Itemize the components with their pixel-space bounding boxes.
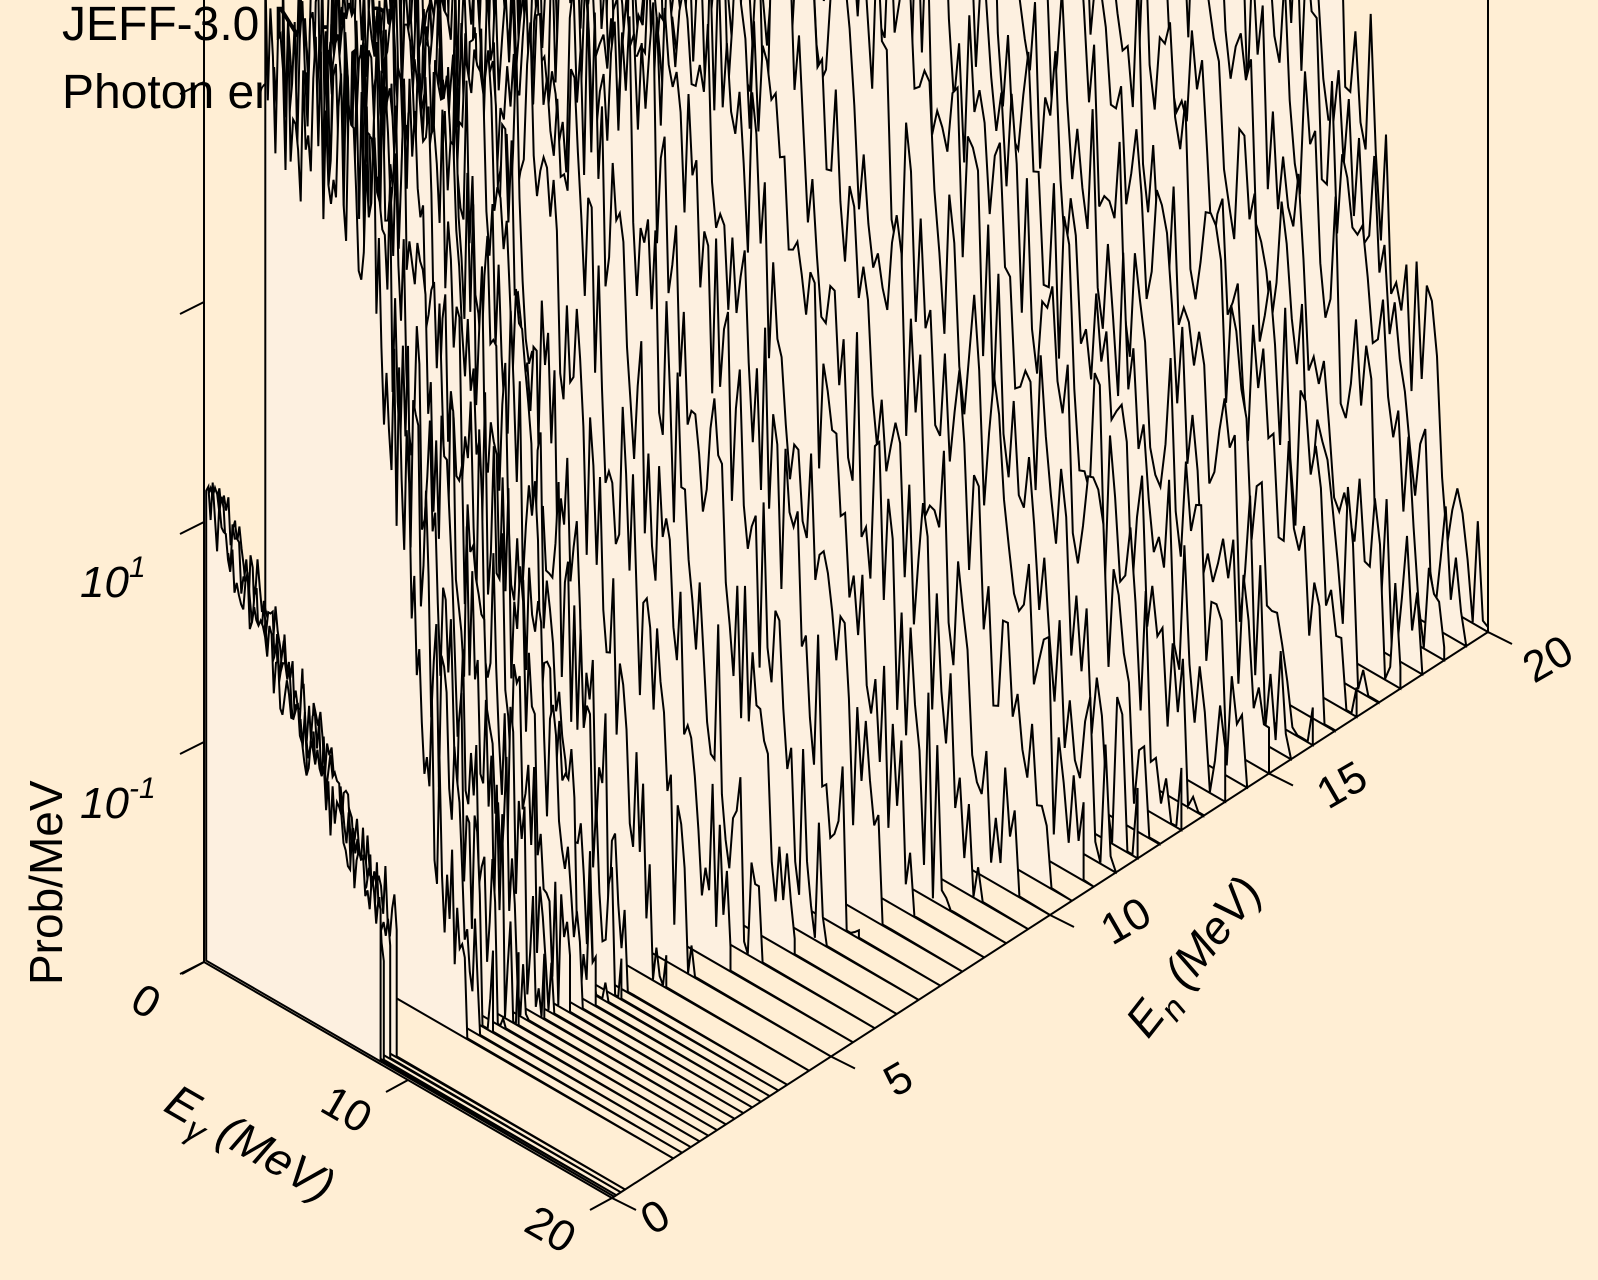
- y-tick: [1488, 632, 1512, 644]
- y-tick-label: 10: [1093, 888, 1160, 955]
- z-axis-title: Prob/MeV: [20, 780, 72, 985]
- x-tick: [386, 1080, 408, 1092]
- x-axis-title: Eγ (MeV): [152, 1074, 344, 1221]
- y-tick: [831, 1057, 855, 1069]
- z-tick: [180, 522, 204, 534]
- y-tick-label: 20: [1515, 626, 1582, 693]
- y-tick-label: 15: [1309, 752, 1376, 819]
- z-tick: [180, 302, 204, 314]
- y-tick-label: 5: [876, 1052, 922, 1107]
- spectra-curves: [206, 0, 1488, 1197]
- x-tick: [590, 1198, 612, 1210]
- x-tick: [182, 962, 204, 974]
- y-tick: [1050, 915, 1074, 927]
- x-tick-label: 20: [517, 1196, 584, 1263]
- x-tick-label: 0: [123, 974, 169, 1029]
- y-tick: [1269, 774, 1293, 786]
- z-tick: [180, 742, 204, 754]
- z-tick-label: 101: [80, 551, 146, 607]
- y-axis-title: En (MeV): [1115, 866, 1279, 1052]
- y-tick-label: 0: [633, 1190, 679, 1245]
- x-tick-label: 10: [313, 1076, 380, 1143]
- z-tick-label: 10-1: [80, 772, 156, 828]
